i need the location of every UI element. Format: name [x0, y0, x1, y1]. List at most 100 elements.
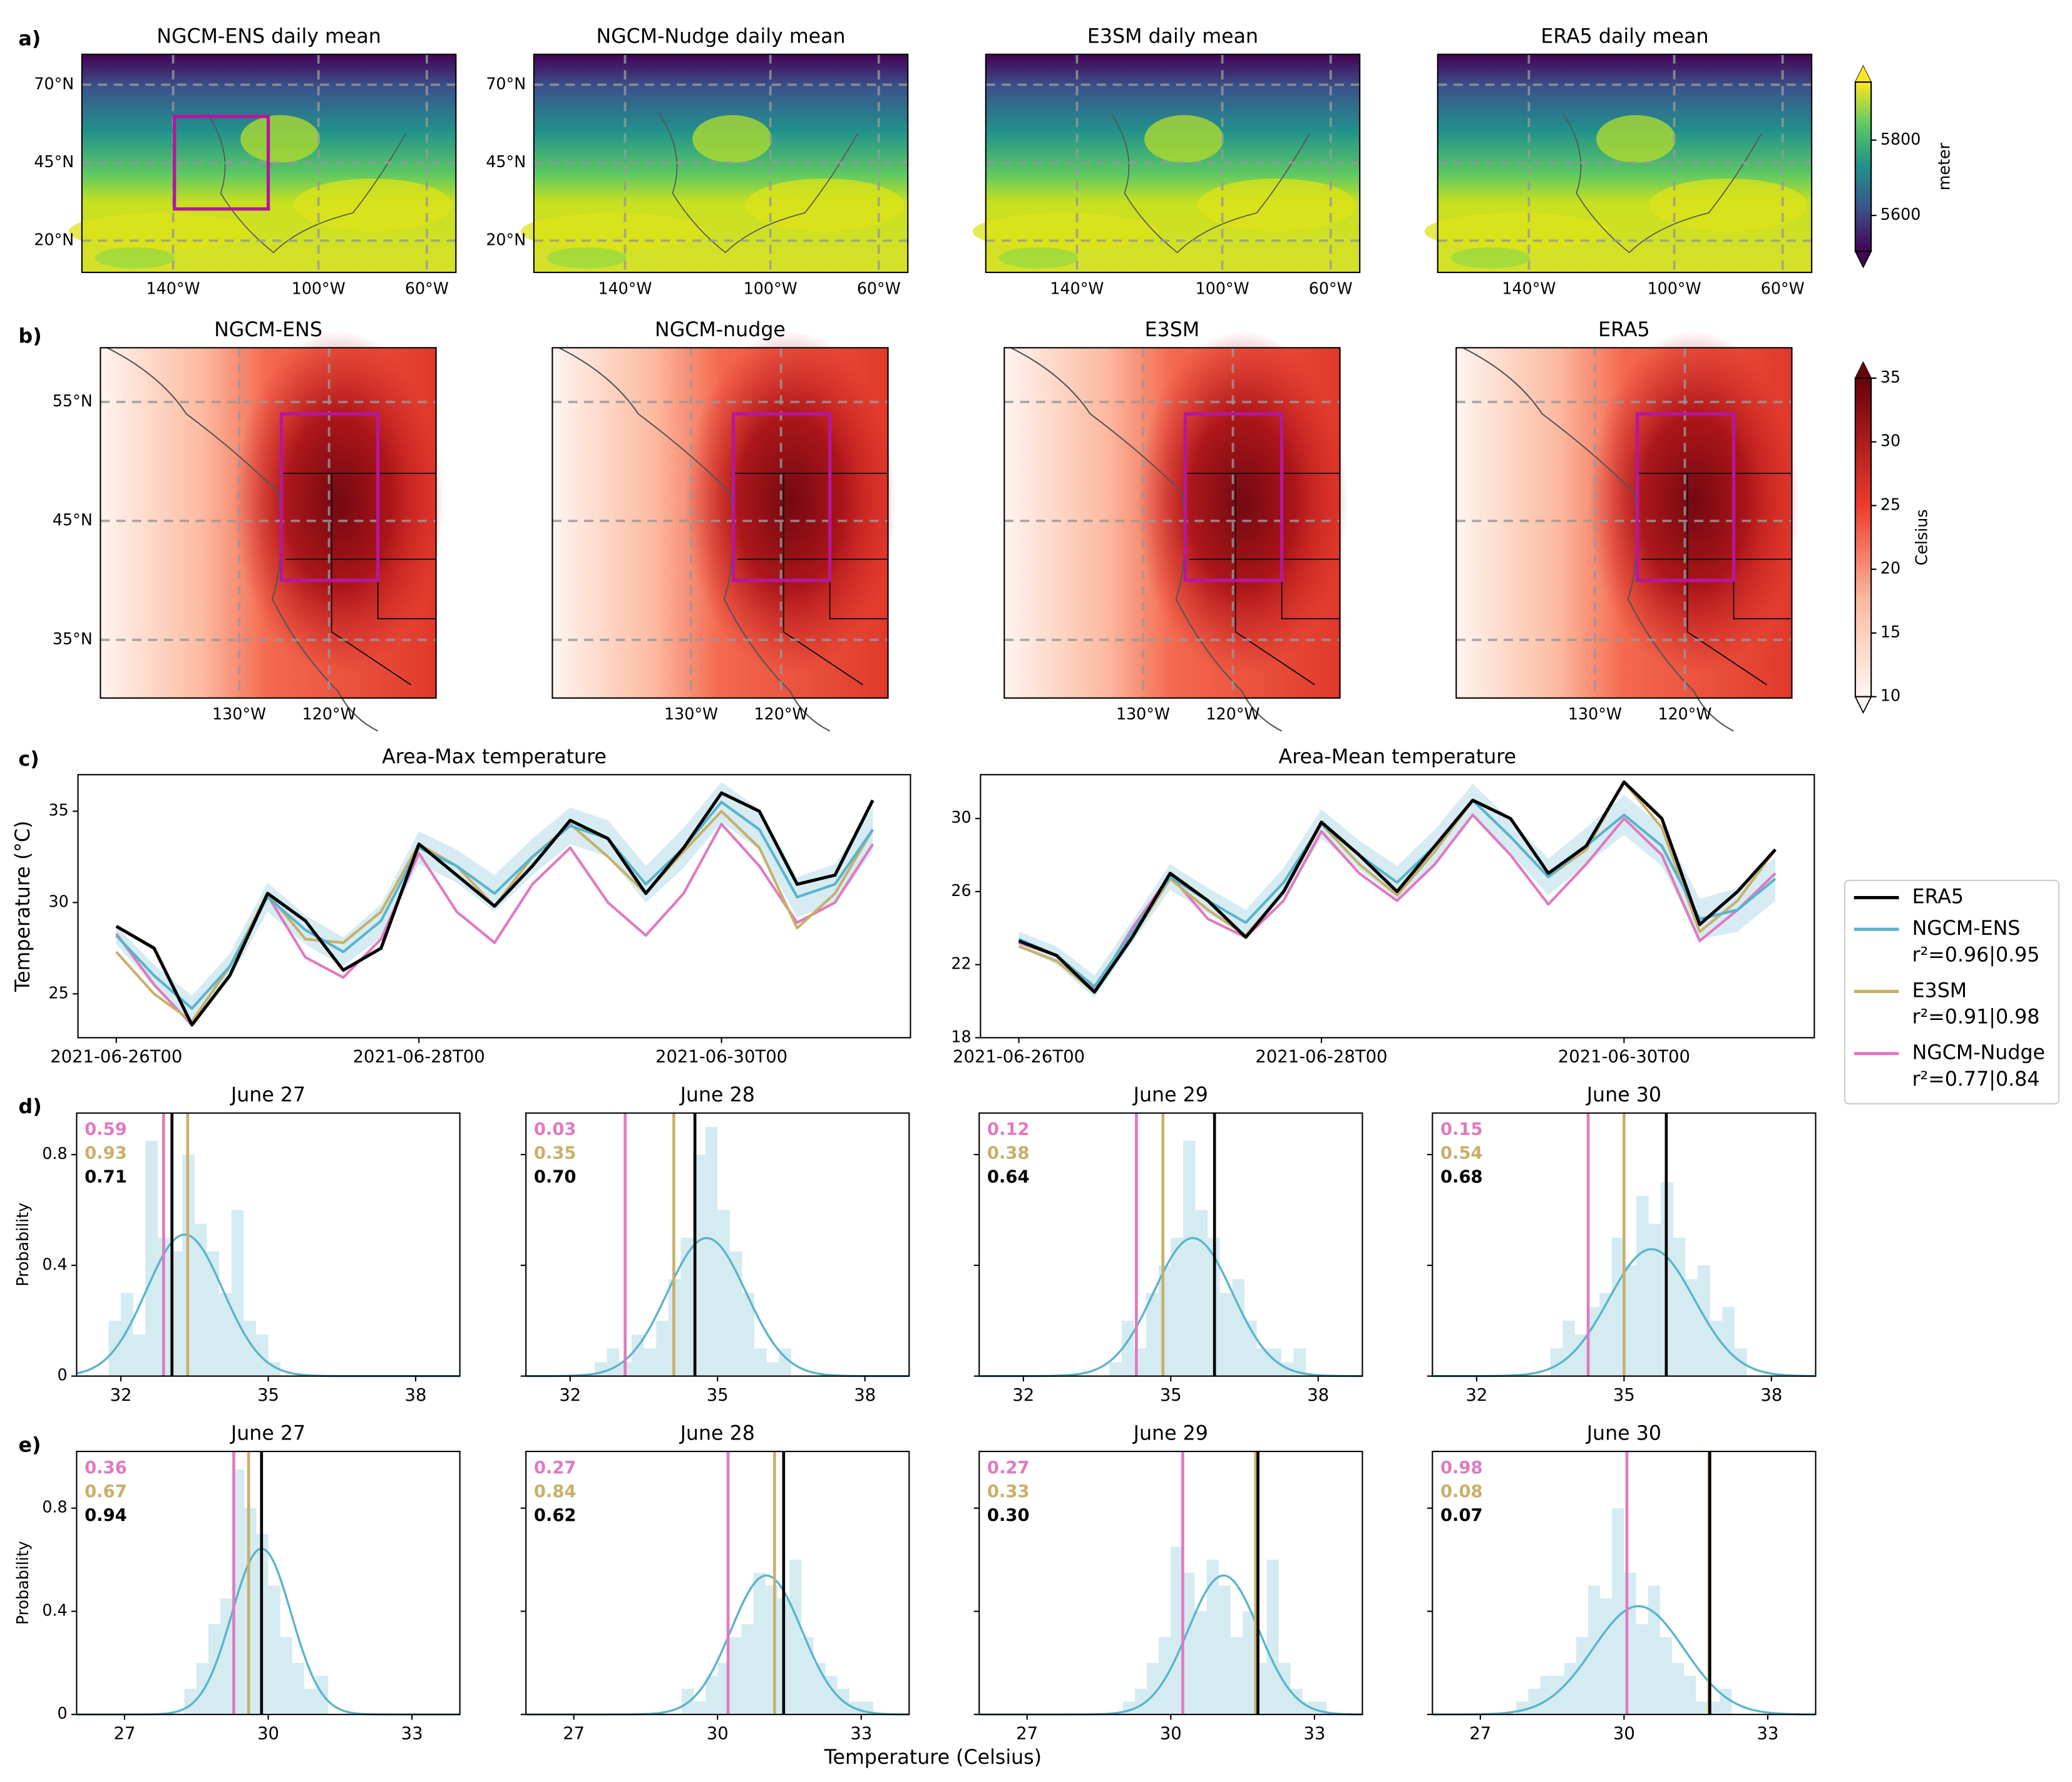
colorbar-extend-fill: [1855, 362, 1872, 378]
hist-bar: [1171, 1547, 1183, 1715]
probability-label: 0.68: [1440, 1168, 1483, 1187]
colorbar-tick-label: 10: [1880, 686, 1900, 705]
hist-bar: [1230, 1637, 1243, 1715]
map-frame: [533, 53, 909, 274]
chart-title: June 30: [1586, 1084, 1661, 1106]
x-tick-label: 30: [1613, 1724, 1635, 1743]
hist-bar: [1696, 1701, 1708, 1715]
plot-frame: [978, 1450, 1363, 1716]
x-tick-label: 30: [1160, 1724, 1182, 1743]
hist-bar: [729, 1251, 742, 1376]
hist-bar: [1516, 1701, 1529, 1715]
hist-bar: [1158, 1265, 1171, 1376]
chart-title: June 29: [1132, 1084, 1208, 1106]
hist-bar: [231, 1210, 244, 1376]
coastline: [1562, 113, 1762, 254]
probability-label: 0.67: [85, 1482, 127, 1501]
y-axis-label: Probability: [13, 1541, 32, 1625]
map-y-label: 55°N: [53, 391, 93, 410]
probability-label: 0.98: [1440, 1458, 1483, 1478]
map-frame: [1455, 347, 1793, 699]
x-tick-label: 2021-06-28T00: [353, 1047, 485, 1066]
probability-label: 0.71: [85, 1168, 127, 1187]
panel-label: a): [19, 28, 41, 51]
y-tick-label: 26: [951, 881, 971, 900]
probability-label: 0.30: [987, 1506, 1030, 1525]
map-y-label: 45°N: [486, 152, 526, 171]
plot-frame: [77, 774, 911, 1039]
hist-bar: [1256, 1348, 1269, 1376]
x-tick-label: 2021-06-26T00: [50, 1047, 182, 1066]
x-tick-label: 33: [401, 1724, 423, 1743]
hist-bar: [717, 1210, 730, 1376]
hist-bar: [304, 1688, 317, 1715]
hist-bar: [220, 1598, 233, 1715]
y-tick-label: 25: [49, 983, 69, 1002]
hist-bar: [1232, 1279, 1245, 1376]
x-tick-label: 30: [707, 1724, 729, 1743]
coastline: [1110, 113, 1310, 254]
map-x-label: 100°W: [1196, 279, 1249, 298]
hist-bar: [1600, 1598, 1613, 1715]
probability-label: 0.54: [1440, 1144, 1483, 1163]
map-title: NGCM-ENS daily mean: [156, 25, 381, 48]
panel-label: c): [19, 748, 39, 771]
plot-frame: [978, 1112, 1363, 1377]
x-tick-label: 27: [563, 1724, 585, 1743]
probability-label: 0.36: [85, 1458, 127, 1478]
x-tick-label: 35: [1160, 1386, 1182, 1405]
legend-label: NGCM-Nudge: [1912, 1042, 2045, 1064]
map-frame: [1437, 53, 1813, 274]
map-frame: [81, 53, 457, 274]
map-frame: [100, 347, 437, 699]
hist-bar: [1587, 1585, 1601, 1715]
hist-bar: [789, 1560, 802, 1715]
colorbar-frame: [1854, 81, 1872, 252]
hist-bar: [1269, 1348, 1281, 1376]
hist-bar: [631, 1334, 644, 1376]
hist-bar: [1612, 1508, 1624, 1715]
hist-bar: [1182, 1140, 1196, 1376]
map-x-label: 130°W: [212, 704, 266, 723]
probability-label: 0.84: [534, 1482, 577, 1501]
map-x-label: 60°W: [857, 279, 901, 298]
hist-bar: [693, 1701, 706, 1715]
series-line: [115, 791, 874, 1027]
hist-bar: [1552, 1676, 1564, 1715]
x-tick-label: 33: [1303, 1724, 1325, 1743]
hist-bar: [1159, 1637, 1171, 1715]
y-axis-label: Temperature (°C): [12, 821, 34, 992]
x-tick-label: 35: [257, 1386, 279, 1405]
map-blob: [1424, 213, 1610, 250]
hist-bar: [1648, 1223, 1661, 1376]
plot-frame: [1432, 1112, 1817, 1377]
hist-bar: [1636, 1196, 1649, 1376]
hist-bar: [1146, 1293, 1159, 1376]
probability-label: 0.59: [85, 1120, 127, 1140]
coastline: [659, 113, 858, 254]
x-tick-label: 30: [257, 1724, 279, 1743]
map-x-label: 140°W: [146, 279, 200, 298]
map-x-label: 100°W: [1648, 279, 1701, 298]
y-tick-label: 30: [951, 808, 971, 827]
hist-bar: [1109, 1362, 1122, 1376]
map-blob: [546, 247, 627, 269]
map-x-label: 130°W: [664, 704, 718, 723]
hist-bar: [1293, 1348, 1306, 1376]
hist-bar: [268, 1585, 280, 1715]
spread-band: [116, 781, 873, 1022]
hist-bar: [753, 1572, 766, 1715]
colorbar-extend-fill: [1854, 696, 1872, 714]
region-box: [173, 115, 270, 211]
legend-label: E3SM: [1912, 979, 1967, 1002]
map-x-label: 60°W: [1309, 279, 1353, 298]
series-line: [115, 822, 874, 1027]
hist-bar: [145, 1140, 158, 1376]
hist-bar: [1698, 1265, 1710, 1376]
panel-label: e): [19, 1434, 41, 1457]
map-title: NGCM-nudge: [655, 319, 786, 341]
colorbar-label: meter: [1934, 143, 1953, 191]
colorbar-extend-fill: [1854, 250, 1872, 269]
hist-bar: [1243, 1611, 1255, 1715]
